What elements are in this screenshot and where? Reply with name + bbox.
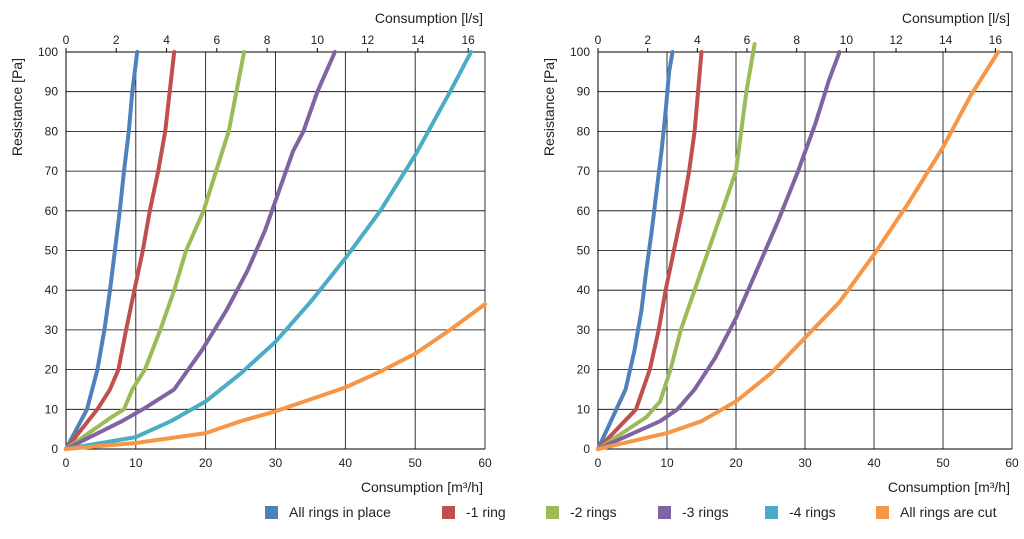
x-tick-label: 30 (269, 456, 283, 470)
x2-tick-label: 4 (694, 33, 701, 47)
x2-tick-label: 4 (163, 33, 170, 47)
legend: All rings in place -1 ring -2 rings -3 ring… (265, 504, 997, 520)
x-tick-label: 40 (339, 456, 353, 470)
legend-label: All rings are cut (900, 504, 997, 520)
y-tick-label: 30 (577, 323, 591, 337)
x2-tick-label: 0 (595, 33, 602, 47)
legend-swatch (765, 506, 778, 519)
y-tick-label: 50 (577, 244, 591, 258)
y-tick-label: 30 (45, 323, 59, 337)
series-line (596, 50, 704, 451)
y-tick-label: 0 (51, 442, 58, 456)
y-tick-label: 60 (45, 204, 59, 218)
x2-tick-label: 2 (644, 33, 651, 47)
x2-tick-label: 6 (744, 33, 751, 47)
y-tick-label: 80 (577, 124, 591, 138)
legend-label: -3 rings (682, 504, 729, 520)
series-line (64, 50, 140, 451)
series-line (596, 50, 675, 451)
series-line (64, 50, 337, 451)
series-line (64, 50, 177, 451)
y-tick-label: 0 (583, 442, 590, 456)
series-line (64, 302, 487, 451)
series-line (64, 50, 473, 451)
x-tick-label: 20 (729, 456, 743, 470)
chart-panel-2: 0 10 20 30 40 50 60 70 80 90 100 0 10 20 30 40 50 60 0 2 4 6 8… (541, 10, 1019, 495)
x-tick-label: 50 (936, 456, 950, 470)
series-line (596, 50, 1001, 451)
x-tick-label: 40 (867, 456, 881, 470)
legend-swatch (442, 506, 455, 519)
x-tick-label: 0 (63, 456, 70, 470)
x-tick-label: 20 (199, 456, 213, 470)
y-tick-label: 80 (45, 124, 59, 138)
legend-label: -4 rings (789, 504, 836, 520)
x2-tick-label: 14 (411, 33, 425, 47)
y-axis-title: Resistance [Pa] (541, 58, 557, 156)
x2-tick-label: 10 (311, 33, 325, 47)
y-tick-label: 60 (577, 204, 591, 218)
x-tick-label: 10 (129, 456, 143, 470)
y-tick-label: 40 (45, 283, 59, 297)
x-tick-label: 60 (1005, 456, 1019, 470)
y-tick-label: 90 (577, 85, 591, 99)
x-axis-title: Consumption [m³/h] (361, 479, 483, 495)
x2-tick-label: 10 (840, 33, 854, 47)
y-tick-label: 100 (38, 45, 58, 59)
x2-tick-label: 0 (63, 33, 70, 47)
series-line (596, 50, 842, 451)
chart-panel-1: 0 10 20 30 40 50 60 70 80 90 100 0 10 20 30 40 50 60 0 2 4 6 8… (9, 10, 492, 495)
y-tick-label: 20 (45, 363, 59, 377)
y-tick-label: 10 (45, 402, 59, 416)
x2-tick-label: 12 (361, 33, 375, 47)
legend-label: All rings in place (289, 504, 391, 520)
x-tick-label: 0 (595, 456, 602, 470)
y-tick-label: 90 (45, 85, 59, 99)
x-tick-label: 10 (660, 456, 674, 470)
legend-swatch (876, 506, 889, 519)
x2-axis-title: Consumption [l/s] (902, 10, 1010, 26)
x2-tick-label: 8 (264, 33, 271, 47)
x2-tick-label: 2 (113, 33, 120, 47)
x2-tick-label: 14 (939, 33, 953, 47)
y-tick-label: 40 (577, 283, 591, 297)
x-axis-title: Consumption [m³/h] (888, 479, 1010, 495)
y-tick-label: 70 (577, 164, 591, 178)
y-axis-title: Resistance [Pa] (9, 58, 25, 156)
legend-swatch (658, 506, 671, 519)
series-line (64, 50, 247, 451)
series-line (596, 42, 757, 451)
x-tick-label: 60 (478, 456, 492, 470)
x2-axis-title: Consumption [l/s] (375, 10, 483, 26)
y-tick-label: 10 (577, 402, 591, 416)
x2-tick-label: 8 (793, 33, 800, 47)
legend-swatch (546, 506, 559, 519)
x2-tick-label: 12 (889, 33, 903, 47)
legend-label: -2 rings (570, 504, 617, 520)
legend-swatch (265, 506, 278, 519)
x2-tick-label: 16 (461, 33, 475, 47)
x2-tick-label: 16 (989, 33, 1003, 47)
y-tick-label: 20 (577, 363, 591, 377)
x2-tick-label: 6 (213, 33, 220, 47)
y-tick-label: 50 (45, 244, 59, 258)
y-tick-label: 70 (45, 164, 59, 178)
y-tick-label: 100 (570, 45, 590, 59)
x-tick-label: 50 (408, 456, 422, 470)
x-tick-label: 30 (798, 456, 812, 470)
legend-label: -1 ring (466, 504, 506, 520)
